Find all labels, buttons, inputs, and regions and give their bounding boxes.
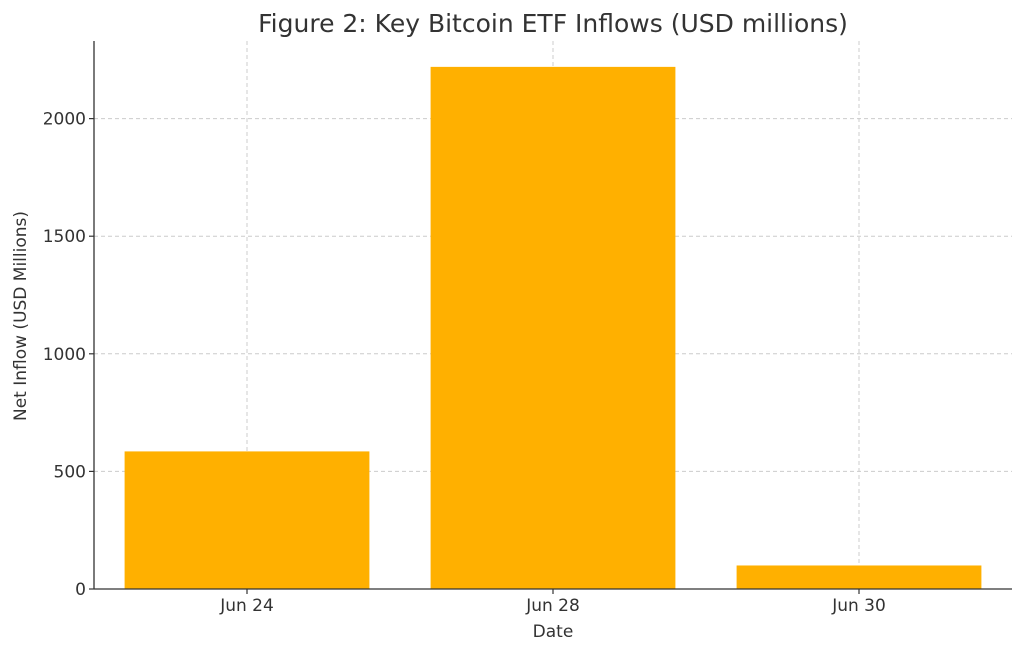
bar-2	[736, 565, 982, 589]
bar-0	[124, 451, 370, 589]
bar-1	[430, 66, 676, 590]
y-tick-label-0: 0	[75, 580, 86, 600]
x-tick-label-0: Jun 24	[219, 596, 274, 616]
y-tick-label-3: 1500	[43, 227, 86, 247]
x-axis-label: Date	[533, 622, 574, 642]
chart-title: Figure 2: Key Bitcoin ETF Inflows (USD m…	[258, 9, 848, 38]
y-tick-label-4: 2000	[43, 110, 86, 130]
x-tick-label-2: Jun 30	[831, 596, 886, 616]
y-tick-label-1: 500	[54, 462, 86, 482]
ticks-layer: 0 500 1000 1500 2000 Jun 24 Jun 28 Jun 30	[43, 110, 886, 616]
y-axis-label: Net Inflow (USD Millions)	[11, 211, 31, 421]
bars-layer	[124, 66, 982, 590]
x-tick-label-1: Jun 28	[525, 596, 580, 616]
y-tick-label-2: 1000	[43, 345, 86, 365]
